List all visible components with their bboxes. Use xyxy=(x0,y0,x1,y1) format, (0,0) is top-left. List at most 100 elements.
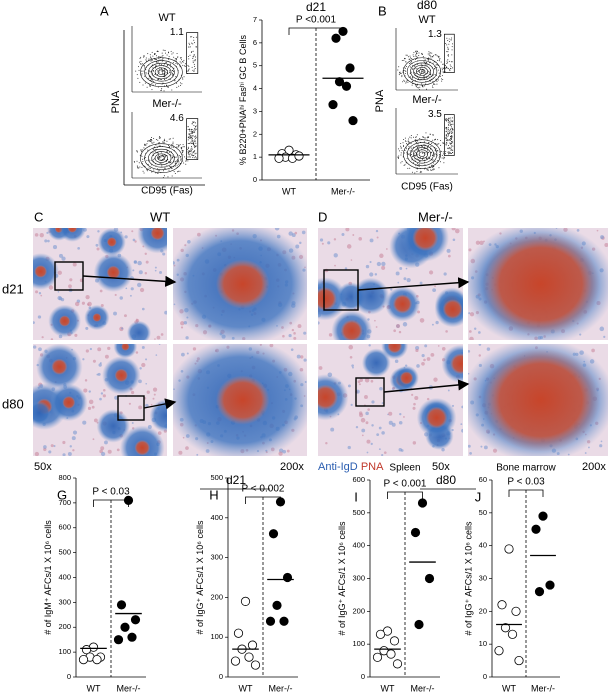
speckle xyxy=(150,403,153,406)
event-dot xyxy=(166,72,168,74)
event-dot xyxy=(412,146,414,148)
x-tick-label: Mer-/- xyxy=(331,186,355,196)
speckle xyxy=(44,239,48,243)
event-dot xyxy=(419,157,421,159)
speckle xyxy=(95,243,99,247)
data-point xyxy=(386,649,396,659)
event-dot xyxy=(416,63,418,65)
speckle xyxy=(134,240,137,243)
event-dot xyxy=(416,50,418,52)
event-dot xyxy=(435,54,437,56)
event-dot xyxy=(402,145,404,147)
speckle xyxy=(412,406,416,410)
event-dot xyxy=(398,66,400,68)
event-dot xyxy=(451,117,453,119)
event-dot xyxy=(157,50,159,52)
magnification: 50x xyxy=(432,461,450,473)
speckle xyxy=(290,348,294,351)
event-dot xyxy=(417,143,419,145)
event-dot xyxy=(449,64,451,66)
event-dot xyxy=(415,54,417,56)
event-dot xyxy=(193,129,195,131)
speckle xyxy=(131,390,135,395)
event-dot xyxy=(171,53,173,55)
contour xyxy=(144,146,179,171)
stain-legend: Anti-IgD PNA xyxy=(318,461,384,473)
event-dot xyxy=(160,89,162,91)
event-dot xyxy=(430,78,432,80)
x-tick-label: Mer-/- xyxy=(117,683,141,693)
event-dot xyxy=(158,145,160,147)
event-dot xyxy=(447,55,449,57)
event-dot xyxy=(165,167,167,169)
event-dot xyxy=(194,139,196,141)
event-dot xyxy=(192,141,194,143)
event-dot xyxy=(187,64,189,66)
y-tick-label: 600 xyxy=(352,475,365,484)
event-dot xyxy=(188,46,190,48)
event-dot xyxy=(407,56,409,58)
event-dot xyxy=(419,138,421,140)
speckle xyxy=(81,301,85,305)
event-dot xyxy=(174,59,176,61)
data-point xyxy=(92,654,102,665)
event-dot xyxy=(149,167,151,169)
event-dot xyxy=(158,56,160,58)
event-dot xyxy=(418,54,420,56)
p-value: P < 0.002 xyxy=(242,484,285,495)
contour xyxy=(410,62,434,81)
event-dot xyxy=(182,64,184,66)
event-dot xyxy=(450,148,452,150)
event-dot xyxy=(445,134,447,136)
event-dot xyxy=(142,158,144,160)
speckle xyxy=(291,233,296,238)
speckle xyxy=(325,442,328,445)
event-dot xyxy=(411,154,413,156)
speckle xyxy=(357,380,361,384)
event-dot xyxy=(444,70,446,72)
event-dot xyxy=(445,137,447,139)
event-dot xyxy=(164,52,166,54)
event-dot xyxy=(175,146,177,148)
data-point xyxy=(81,645,92,655)
speckle xyxy=(178,450,183,455)
event-dot xyxy=(182,150,184,152)
speckle xyxy=(388,411,393,416)
speckle xyxy=(318,321,320,325)
panel-letter: A xyxy=(100,3,109,18)
flow-x-label: CD95 (Fas) xyxy=(141,186,193,197)
event-dot xyxy=(188,142,190,144)
speckle xyxy=(369,260,372,264)
event-dot xyxy=(450,61,452,63)
speckle xyxy=(50,444,54,448)
speckle xyxy=(596,229,599,232)
event-dot xyxy=(432,55,434,57)
event-dot xyxy=(180,159,182,161)
magnification: 50x xyxy=(34,461,52,473)
event-dot xyxy=(148,70,150,72)
speckle xyxy=(361,428,366,433)
panel-letter: H xyxy=(209,487,218,502)
event-dot xyxy=(452,149,454,151)
event-dot xyxy=(414,172,416,174)
event-dot xyxy=(433,168,435,170)
speckle xyxy=(97,372,101,376)
event-dot xyxy=(192,60,194,62)
event-dot xyxy=(421,171,423,173)
speckle xyxy=(365,411,369,416)
speckle xyxy=(435,320,439,325)
event-dot xyxy=(190,150,192,152)
event-dot xyxy=(190,136,192,138)
event-dot xyxy=(163,76,165,78)
speckle xyxy=(445,330,448,333)
speckle xyxy=(414,395,419,400)
event-dot xyxy=(176,58,178,60)
speckle xyxy=(34,233,39,237)
event-dot xyxy=(163,138,165,140)
y-tick-label: 300 xyxy=(210,553,223,562)
event-dot xyxy=(405,148,407,150)
event-dot xyxy=(152,67,154,69)
speckle xyxy=(286,449,290,453)
event-dot xyxy=(177,56,179,58)
speckle xyxy=(352,366,354,369)
